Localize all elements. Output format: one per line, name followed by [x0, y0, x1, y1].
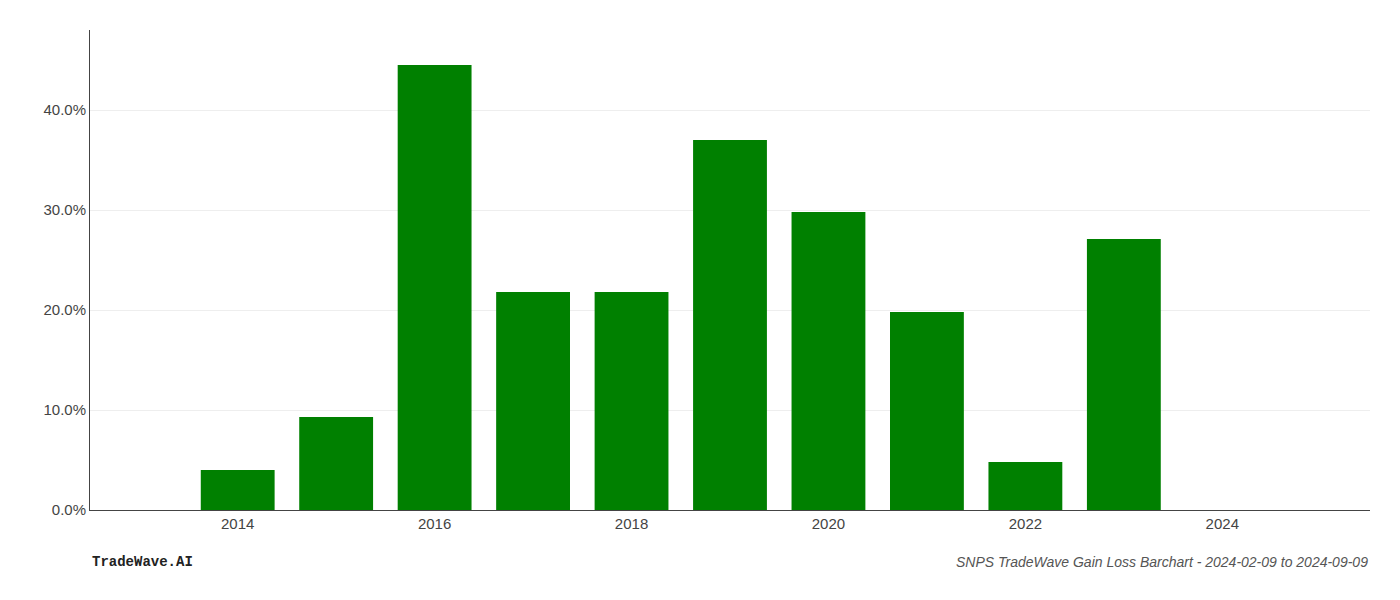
svg-text:2022: 2022	[1009, 515, 1042, 532]
svg-text:10.0%: 10.0%	[43, 401, 86, 418]
svg-text:2016: 2016	[418, 515, 451, 532]
svg-text:20.0%: 20.0%	[43, 301, 86, 318]
svg-text:30.0%: 30.0%	[43, 201, 86, 218]
svg-text:SNPS TradeWave Gain Loss Barch: SNPS TradeWave Gain Loss Barchart - 2024…	[956, 554, 1368, 570]
svg-text:TradeWave.AI: TradeWave.AI	[92, 554, 193, 570]
svg-text:2014: 2014	[221, 515, 254, 532]
svg-text:2018: 2018	[615, 515, 648, 532]
svg-text:2024: 2024	[1206, 515, 1239, 532]
svg-text:0.0%: 0.0%	[52, 501, 86, 518]
svg-text:40.0%: 40.0%	[43, 101, 86, 118]
svg-text:2020: 2020	[812, 515, 845, 532]
